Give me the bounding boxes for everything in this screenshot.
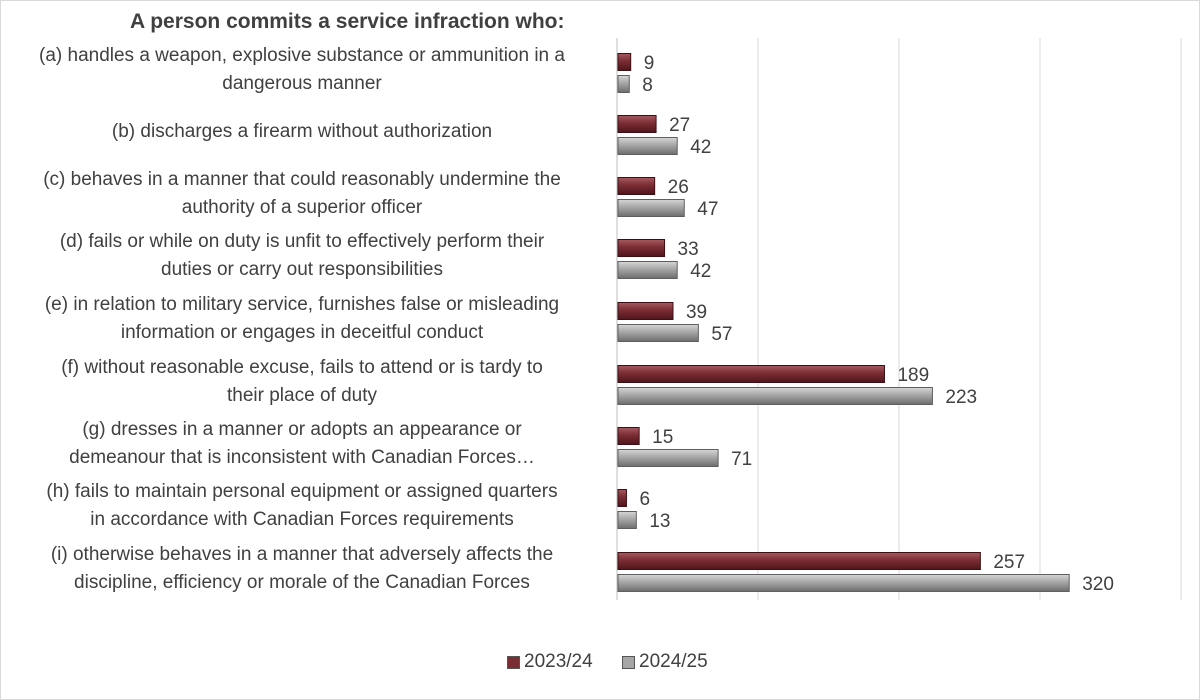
data-label: 26 bbox=[668, 177, 689, 198]
data-label: 42 bbox=[690, 137, 711, 158]
category-label-line: discipline, efficiency or morale of the … bbox=[74, 572, 530, 593]
category-label-line: authority of a superior officer bbox=[181, 197, 423, 218]
legend-item-2023-24: 2023/24 bbox=[507, 651, 593, 673]
bar-2024-25-1 bbox=[617, 137, 678, 155]
bar-2024-25-5 bbox=[617, 387, 933, 405]
data-label: 320 bbox=[1082, 574, 1114, 595]
category-label-line: dangerous manner bbox=[222, 73, 382, 94]
legend-label-2023-24: 2023/24 bbox=[524, 651, 593, 672]
category-label-line: (i) otherwise behaves in a manner that a… bbox=[50, 544, 554, 565]
bar-2023-24-2 bbox=[617, 177, 656, 195]
bar-2023-24-1 bbox=[617, 115, 657, 133]
legend-label-2024-25: 2024/25 bbox=[639, 651, 708, 672]
data-label: 47 bbox=[697, 199, 718, 220]
category-label-line: duties or carry out responsibilities bbox=[161, 259, 443, 280]
bar-2024-25-6 bbox=[617, 449, 719, 467]
data-label: 71 bbox=[731, 449, 752, 470]
category-label: (c) behaves in a manner that could reaso… bbox=[8, 166, 596, 222]
category-label: (b) discharges a firearm without authori… bbox=[8, 118, 596, 146]
data-label: 13 bbox=[649, 511, 670, 532]
bar-2024-25-4 bbox=[617, 324, 699, 342]
category-label: (i) otherwise behaves in a manner that a… bbox=[8, 541, 596, 597]
category-label: (h) fails to maintain personal equipment… bbox=[8, 478, 596, 534]
category-label: (e) in relation to military service, fur… bbox=[8, 291, 596, 347]
bar-2023-24-8 bbox=[617, 552, 981, 570]
category-label-line: (h) fails to maintain personal equipment… bbox=[46, 481, 558, 502]
bar-2023-24-4 bbox=[617, 302, 674, 320]
bar-2024-25-0 bbox=[617, 75, 630, 93]
data-label: 6 bbox=[639, 489, 650, 510]
data-label: 27 bbox=[669, 115, 690, 136]
bar-2024-25-2 bbox=[617, 199, 685, 217]
data-label: 39 bbox=[686, 302, 707, 323]
bar-2023-24-0 bbox=[617, 53, 632, 71]
chart-title: A person commits a service infraction wh… bbox=[130, 10, 565, 33]
data-label: 257 bbox=[993, 552, 1025, 573]
category-label-line: in accordance with Canadian Forces requi… bbox=[90, 509, 514, 530]
bar-2024-25-3 bbox=[617, 261, 678, 279]
category-label-line: (g) dresses in a manner or adopts an app… bbox=[82, 419, 522, 440]
category-label-line: (a) handles a weapon, explosive substanc… bbox=[39, 45, 565, 66]
category-label: (d) fails or while on duty is unfit to e… bbox=[8, 228, 596, 284]
category-label-line: (c) behaves in a manner that could reaso… bbox=[43, 169, 561, 190]
bar-2023-24-5 bbox=[617, 365, 885, 383]
bar-2024-25-7 bbox=[617, 511, 637, 529]
bar-2023-24-7 bbox=[617, 489, 627, 507]
legend-item-2024-25: 2024/25 bbox=[622, 651, 708, 673]
legend-swatch-2023-24 bbox=[507, 655, 520, 669]
category-label-line: (f) without reasonable excuse, fails to … bbox=[61, 357, 543, 378]
category-label-line: information or engages in deceitful cond… bbox=[120, 322, 484, 343]
data-label: 189 bbox=[897, 365, 929, 386]
data-label: 33 bbox=[678, 239, 699, 260]
category-label-line: (e) in relation to military service, fur… bbox=[44, 294, 560, 315]
data-label: 8 bbox=[642, 75, 653, 96]
data-label: 42 bbox=[690, 261, 711, 282]
category-label: (a) handles a weapon, explosive substanc… bbox=[8, 42, 596, 98]
data-label: 57 bbox=[711, 324, 732, 345]
data-label: 15 bbox=[652, 427, 673, 448]
bar-2023-24-3 bbox=[617, 239, 666, 257]
category-label-line: (d) fails or while on duty is unfit to e… bbox=[59, 231, 545, 252]
legend-swatch-2024-25 bbox=[622, 655, 635, 669]
bar-2023-24-6 bbox=[617, 427, 640, 445]
category-label: (f) without reasonable excuse, fails to … bbox=[8, 354, 596, 410]
bar-2024-25-8 bbox=[617, 574, 1070, 592]
category-label: (g) dresses in a manner or adopts an app… bbox=[8, 416, 596, 472]
data-label: 223 bbox=[945, 387, 977, 408]
data-label: 9 bbox=[644, 53, 655, 74]
category-label-line: demeanour that is inconsistent with Cana… bbox=[69, 447, 535, 468]
category-label-line: (b) discharges a firearm without authori… bbox=[111, 121, 493, 142]
category-label-line: their place of duty bbox=[227, 385, 377, 406]
